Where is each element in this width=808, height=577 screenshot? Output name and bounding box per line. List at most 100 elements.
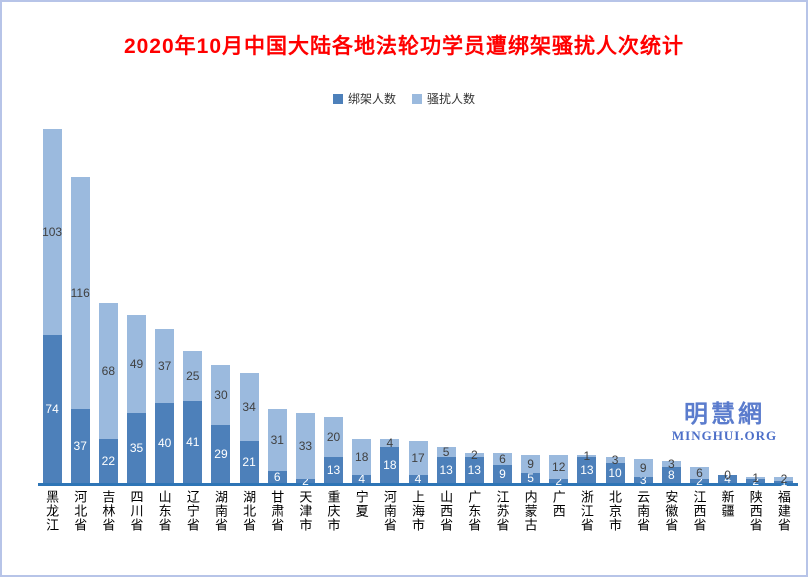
bar-segment-harass — [239, 373, 259, 441]
x-axis-label: 吉林省 — [100, 490, 116, 532]
bar-segment-harass — [436, 447, 456, 457]
bar-segment-harass — [42, 129, 62, 335]
bar-segment-kidnap — [127, 413, 147, 483]
x-axis-label: 安徽省 — [663, 490, 679, 532]
bar-segment-harass — [774, 477, 794, 481]
x-axis-label: 湖北省 — [241, 490, 257, 532]
x-axis-label: 辽宁省 — [184, 490, 200, 532]
bar-segment-harass — [605, 457, 625, 463]
value-label-kidnap: 74 — [45, 402, 59, 416]
x-axis-label: 重庆市 — [325, 490, 341, 532]
chart-title: 2020年10月中国大陆各地法轮功学员遭绑架骚扰人次统计 — [123, 35, 685, 58]
x-axis-line — [38, 483, 798, 486]
bar-segment-kidnap — [295, 479, 315, 483]
bar-segment-harass — [295, 413, 315, 479]
value-label-kidnap: 4 — [724, 472, 731, 486]
value-label-kidnap: 4 — [414, 472, 422, 486]
bar-segment-kidnap — [549, 479, 569, 483]
value-label-kidnap: 13 — [467, 463, 481, 477]
value-label-harass: 6 — [499, 452, 506, 466]
value-label-kidnap: 6 — [273, 470, 281, 484]
x-axis-label: 宁夏 — [353, 490, 369, 518]
value-label-kidnap: 5 — [527, 471, 534, 485]
value-label-harass: 2 — [780, 472, 788, 486]
value-label-harass: 116 — [70, 286, 90, 300]
x-axis-label: 黑龙江 — [44, 490, 60, 532]
value-label-kidnap: 29 — [214, 447, 228, 461]
bar-segment-kidnap — [70, 409, 90, 483]
value-label-harass: 6 — [696, 466, 703, 480]
bar-segment-kidnap — [521, 473, 541, 483]
bar-segment-harass — [267, 409, 287, 471]
bar-segment-kidnap — [492, 465, 512, 483]
x-axis-label: 甘肃省 — [269, 490, 285, 532]
bar-segment-kidnap — [352, 475, 372, 483]
x-axis-label: 北京市 — [607, 490, 623, 532]
x-axis-label: 广西 — [550, 490, 566, 518]
watermark-url: MINGHUI.ORG — [671, 428, 778, 444]
x-axis-label: 浙江省 — [578, 490, 594, 532]
bar-segment-kidnap — [464, 457, 484, 483]
bar-segment-kidnap — [408, 475, 428, 483]
value-label-kidnap: 37 — [73, 439, 87, 453]
value-label-harass: 103 — [42, 225, 63, 239]
x-axis-label: 福建省 — [775, 490, 791, 532]
bar-segment-harass — [746, 477, 766, 479]
value-label-harass: 0 — [724, 468, 731, 482]
x-axis-label: 山东省 — [156, 490, 172, 532]
bar-segment-kidnap — [98, 439, 118, 483]
value-label-harass: 37 — [157, 359, 172, 373]
bar-segment-kidnap — [746, 479, 766, 483]
value-label-kidnap: 3 — [639, 473, 647, 487]
value-label-kidnap: 9 — [499, 467, 506, 481]
bar-segment-kidnap — [324, 457, 344, 483]
value-label-kidnap: 2 — [696, 474, 703, 488]
x-axis-label: 四川省 — [128, 490, 144, 532]
bar-segment-harass — [408, 441, 428, 475]
bar-segment-harass — [183, 351, 203, 401]
bar-segment-harass — [127, 315, 147, 413]
bar-segment-harass — [549, 455, 569, 479]
bar-segment-harass — [633, 459, 653, 477]
bar-segment-harass — [70, 177, 90, 409]
value-label-kidnap: 13 — [439, 463, 453, 477]
value-label-harass: 18 — [355, 450, 369, 464]
value-label-kidnap: 1 — [780, 475, 788, 489]
bar-segment-kidnap — [661, 467, 681, 483]
value-label-kidnap: 41 — [186, 435, 200, 449]
value-label-harass: 3 — [667, 457, 675, 471]
bar-segment-harass — [492, 453, 512, 465]
x-axis-label: 新疆 — [719, 490, 735, 518]
value-label-kidnap: 35 — [129, 441, 144, 455]
kidnap-swatch-icon — [332, 93, 343, 104]
bar-segment-harass — [155, 329, 175, 403]
bar-segment-kidnap — [436, 457, 456, 483]
value-label-kidnap: 13 — [580, 463, 594, 477]
bar-segment-kidnap — [183, 401, 203, 483]
bar-segment-harass — [464, 453, 484, 457]
value-label-kidnap: 8 — [667, 468, 675, 482]
value-label-kidnap: 2 — [752, 474, 760, 488]
bar-segment-harass — [324, 417, 344, 457]
x-axis-label: 山西省 — [438, 490, 454, 532]
legend-item-harass: 骚扰人数 — [412, 90, 475, 107]
value-label-harass: 9 — [527, 457, 534, 471]
bar-segment-harass — [577, 455, 597, 457]
x-axis-label: 云南省 — [635, 490, 651, 532]
legend-item-kidnap: 绑架人数 — [332, 90, 396, 107]
value-label-kidnap: 21 — [242, 455, 256, 469]
value-label-harass: 5 — [442, 445, 450, 459]
value-label-harass: 20 — [326, 430, 341, 444]
bar-segment-kidnap — [267, 471, 287, 483]
x-axis-label: 江西省 — [691, 490, 707, 532]
x-axis-label: 江苏省 — [494, 490, 510, 532]
x-axis-labels: 黑龙江 河北省 吉林省 四川省 山东省 辽宁省 湖南省 湖北省 甘肃省 天津市 重庆市 宁夏 河南省 上海… — [38, 490, 798, 570]
value-label-harass: 31 — [270, 433, 284, 447]
x-axis-label: 内蒙古 — [522, 490, 538, 532]
bar-segment-kidnap — [42, 335, 62, 483]
legend: 绑架人数 骚扰人数 — [2, 90, 806, 107]
bar-segment-kidnap — [211, 425, 231, 483]
bar-segment-kidnap — [380, 447, 400, 483]
bar-segment-harass — [98, 303, 118, 439]
